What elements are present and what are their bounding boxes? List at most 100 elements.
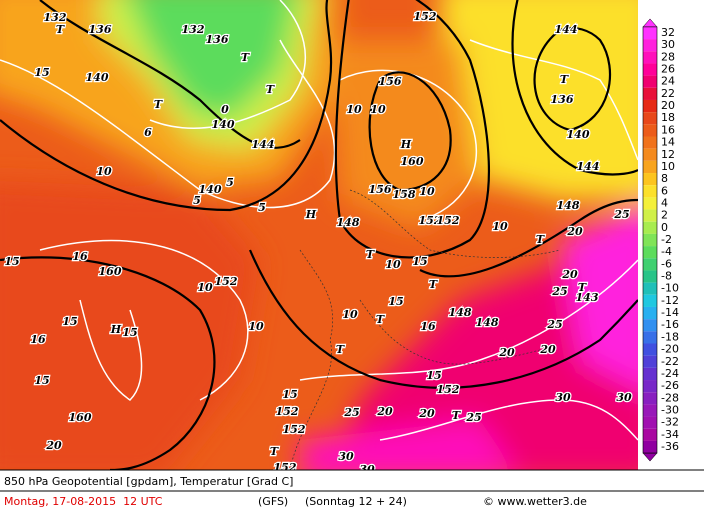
colorbar-cell [643, 160, 657, 174]
map-label: 25 [546, 318, 562, 331]
colorbar-label: -18 [661, 330, 679, 343]
colorbar-cell [643, 148, 657, 161]
colorbar-label: -6 [661, 257, 672, 270]
colorbar-label: 16 [661, 123, 675, 136]
map-label: 160 [99, 265, 122, 278]
colorbar-label: -22 [661, 355, 679, 368]
map-label: 152 [414, 10, 437, 23]
colorbar-label: 22 [661, 87, 675, 100]
colorbar-cell [643, 197, 657, 210]
map-label: 30 [616, 391, 632, 404]
map-label: 144 [252, 138, 275, 151]
map-label: 5 [258, 201, 266, 214]
colorbar-cell [643, 270, 657, 283]
colorbar-frame [642, 26, 658, 454]
map-label: 25 [551, 285, 567, 298]
colorbar-cell [643, 306, 657, 320]
map-label: 10 [346, 103, 362, 116]
colorbar-cell [643, 221, 657, 234]
colorbar-cell [643, 136, 657, 149]
map-label: 152 [215, 275, 238, 288]
map-label: 0 [221, 103, 229, 116]
map-label: H [110, 323, 122, 336]
map-label: 148 [449, 306, 472, 319]
colorbar-cell [643, 87, 657, 100]
colorbar-label: -8 [661, 270, 672, 283]
colorbar-label: 32 [661, 26, 675, 39]
colorbar-cell [643, 209, 657, 222]
colorbar-label: 4 [661, 196, 668, 209]
colorbar-cell [643, 343, 657, 356]
colorbar-label: -24 [661, 367, 679, 380]
colorbar-cell [643, 124, 657, 137]
map-label: 144 [555, 23, 578, 36]
colorbar-cell [643, 185, 657, 198]
colorbar-label: 30 [661, 38, 675, 51]
map-label: 10 [370, 103, 386, 116]
colorbar-label: -36 [661, 440, 679, 453]
map-label: 136 [89, 23, 112, 36]
colorbar-label: -30 [661, 403, 679, 416]
colorbar-label: 0 [661, 221, 668, 234]
map-label: T [56, 23, 65, 36]
map-label: T [266, 83, 275, 96]
map-label: 20 [376, 405, 393, 418]
colorbar-cell [643, 440, 657, 454]
map-label: 158 [393, 188, 416, 201]
map-label: 10 [385, 258, 401, 271]
colorbar-label: 24 [661, 75, 675, 88]
map-label: T [560, 73, 569, 86]
map-label: T [366, 248, 375, 261]
colorbar-cell [643, 392, 657, 405]
map-label: 10 [419, 185, 435, 198]
map-label: 10 [248, 320, 264, 333]
colorbar-label: -32 [661, 416, 679, 429]
colorbar-cell [643, 258, 657, 271]
colorbar-cell [643, 331, 657, 344]
colorbar-label: 12 [661, 148, 675, 161]
map-label: 148 [557, 199, 580, 212]
map-label: 152 [419, 214, 442, 227]
colorbar-label: -16 [661, 318, 679, 331]
map-label: 25 [343, 406, 359, 419]
colorbar-label: -10 [661, 282, 679, 295]
colorbar-label: -26 [661, 379, 679, 392]
run-info: (Sonntag 12 + 24) [305, 495, 407, 508]
geopotential-contours [0, 0, 638, 470]
map-label: 148 [337, 216, 360, 229]
colorbar-label: 28 [661, 50, 675, 63]
map-label: 140 [86, 71, 109, 84]
map-label: 5 [193, 194, 201, 207]
colorbar-label: -2 [661, 233, 672, 246]
colorbar-label: -34 [661, 428, 679, 441]
map-label: 15 [34, 374, 49, 387]
colorbar-cell [643, 294, 657, 307]
map-label: 140 [567, 128, 590, 141]
colorbar-cell [643, 404, 657, 417]
colorbar-label: -28 [661, 391, 679, 404]
colorbar-label: 2 [661, 209, 668, 222]
map-label: 132 [182, 23, 205, 36]
temperature-contours [0, 0, 638, 441]
map-label: 16 [420, 320, 436, 333]
map-label: 30 [359, 463, 375, 476]
map-label: 10 [96, 165, 112, 178]
map-label: 140 [212, 118, 235, 131]
colorbar-cell [643, 233, 657, 247]
map-label: 15 [34, 66, 49, 79]
colorbar-cell [643, 63, 657, 76]
colorbar-label: 8 [661, 172, 668, 185]
map-label: 152 [437, 383, 460, 396]
map-label: 136 [206, 33, 229, 46]
map-label: T [241, 51, 250, 64]
map-label: T [429, 278, 438, 291]
map-label: 10 [342, 308, 358, 321]
colorbar-label: 26 [661, 63, 675, 76]
map-label: 152 [437, 214, 460, 227]
map-label: 20 [566, 225, 583, 238]
map-label: 15 [62, 315, 77, 328]
map-label: 25 [465, 411, 481, 424]
map-label: T [376, 313, 385, 326]
